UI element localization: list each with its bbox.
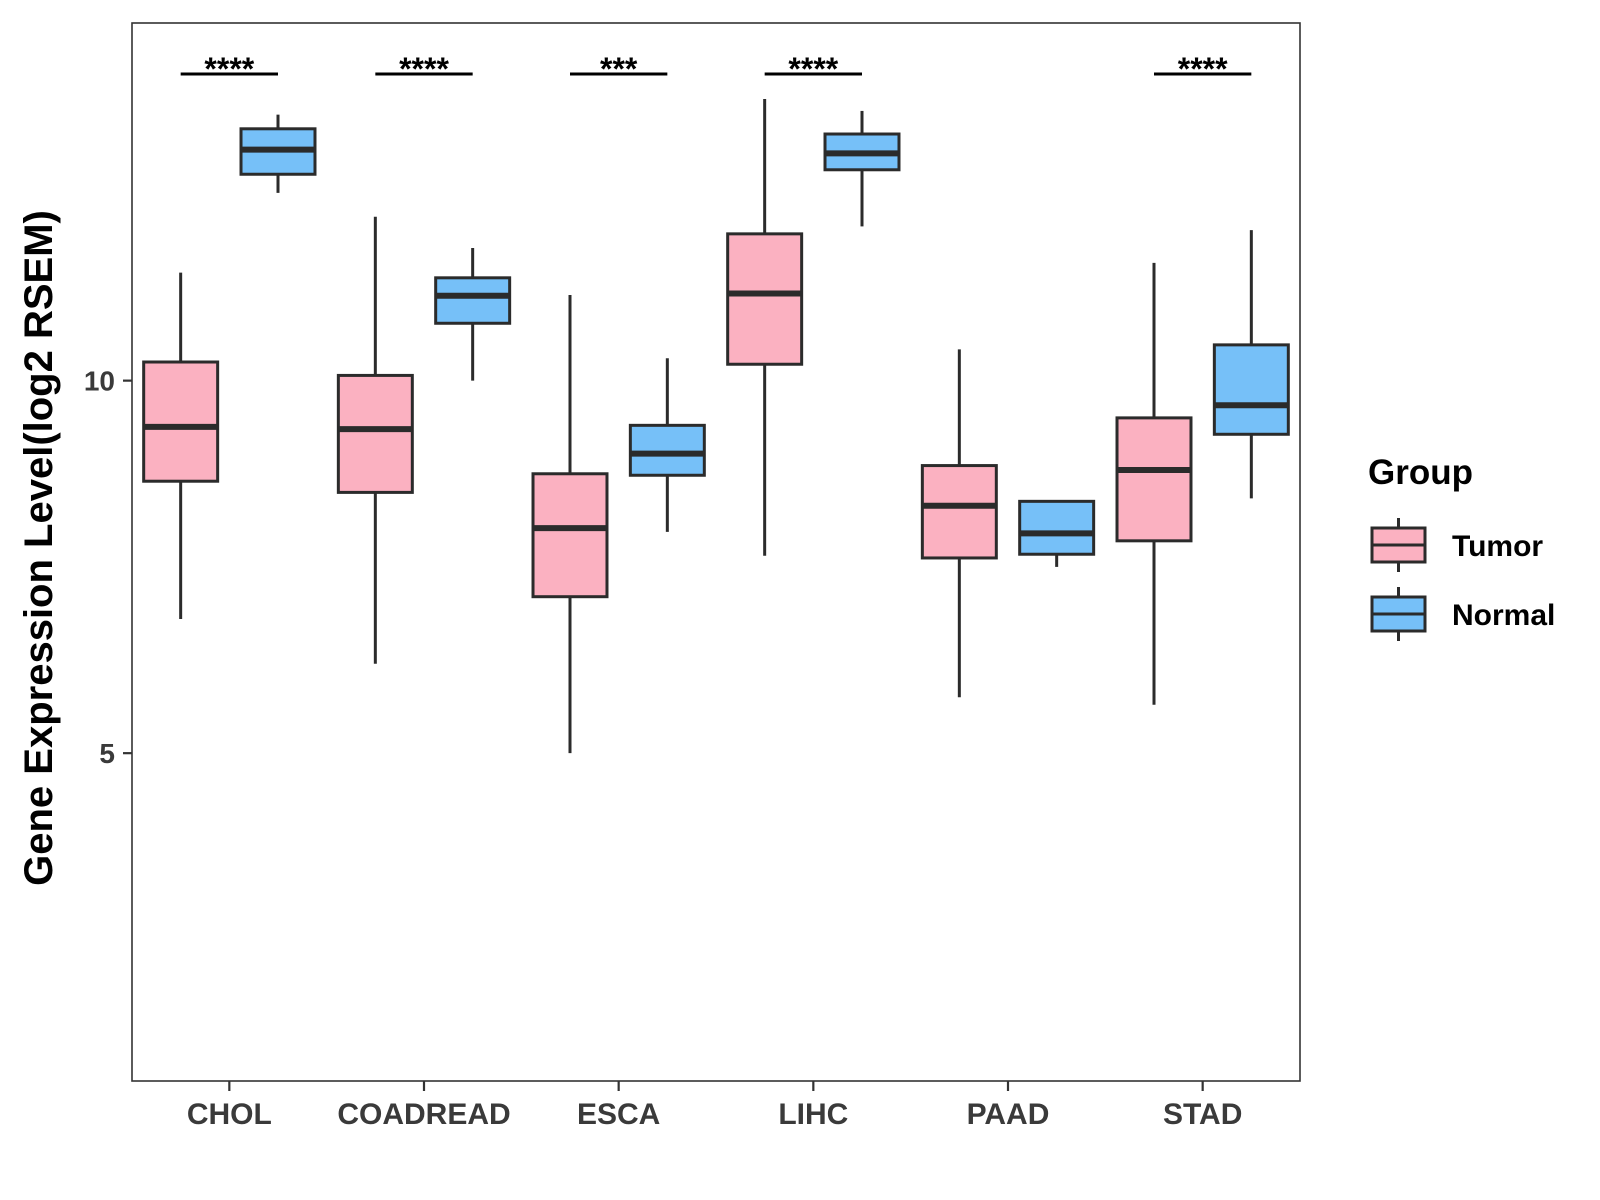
y-axis-title: Gene Expression Level(log2 RSEM) (17, 210, 61, 886)
legend-item-normal: Normal (1370, 587, 1555, 641)
legend-item-tumor: Tumor (1370, 518, 1543, 572)
y-tick-label: 5 (99, 738, 115, 769)
box-tumor-coadread (336, 216, 414, 664)
x-tick-label-esca: ESCA (577, 1098, 660, 1131)
box-body (142, 360, 220, 483)
box-body (1212, 343, 1290, 436)
box-normal-esca (628, 358, 706, 532)
box-tumor-chol (142, 272, 220, 620)
legend-title: Group (1368, 453, 1473, 492)
box-body (628, 423, 706, 477)
box-normal-paad (1018, 499, 1096, 567)
plot-panel-border (131, 22, 1301, 1082)
box-normal-chol (239, 114, 317, 193)
significance-label: **** (204, 51, 254, 87)
box-body (434, 276, 512, 325)
box-body (1115, 416, 1193, 543)
box-series (142, 98, 1290, 754)
significance-annotations: **** **** *** **** **** (180, 51, 1252, 87)
legend: Group Tumor Normal (1368, 453, 1555, 641)
box-tumor-paad (920, 349, 998, 698)
significance-label: **** (788, 51, 838, 87)
box-body (531, 472, 609, 599)
box-normal-coadread (434, 248, 512, 381)
legend-label: Tumor (1452, 530, 1543, 563)
x-tick-label-stad: STAD (1163, 1098, 1242, 1131)
legend-label: Normal (1452, 599, 1555, 632)
significance-label: **** (399, 51, 449, 87)
x-tick-label-coadread: COADREAD (337, 1098, 510, 1131)
box-tumor-lihc (726, 98, 804, 556)
significance-label: *** (600, 51, 638, 87)
box-tumor-stad (1115, 262, 1193, 705)
box-body (336, 373, 414, 494)
box-body (920, 464, 998, 560)
box-body (1018, 499, 1096, 556)
y-axis: 5 10 (84, 366, 132, 769)
box-normal-stad (1212, 230, 1290, 499)
x-tick-label-paad: PAAD (967, 1098, 1050, 1131)
box-tumor-esca (531, 294, 609, 754)
significance-label: **** (1178, 51, 1228, 87)
x-tick-label-chol: CHOL (187, 1098, 272, 1131)
box-normal-lihc (823, 110, 901, 227)
x-axis: CHOL COADREAD ESCA LIHC PAAD STAD (187, 1081, 1242, 1131)
box-body (726, 232, 804, 366)
y-tick-label: 10 (84, 366, 115, 397)
x-tick-label-lihc: LIHC (778, 1098, 848, 1131)
